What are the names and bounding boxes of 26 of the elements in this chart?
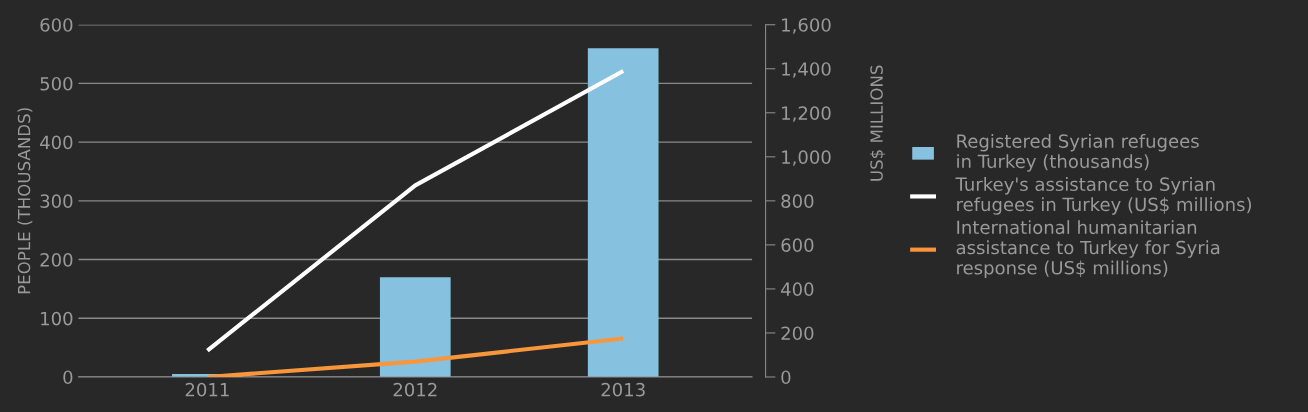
y-tick-label: 500 [40, 76, 73, 91]
y-axis-title: PEOPLE (THOUSANDS) [17, 108, 33, 294]
y-tick-label: 400 [40, 135, 73, 150]
y-tick-label: 600 [40, 18, 73, 32]
legend-label: International humanitarian assistance to Turkey for Syria response (US$ millions) [956, 220, 1220, 279]
y2-tick-label: 200 [781, 326, 814, 341]
y2-tick-label: 0 [781, 370, 791, 385]
bar [379, 277, 451, 377]
y-tick-label: 200 [40, 253, 73, 267]
x-tick-label: 2013 [601, 382, 645, 397]
y2-tick-label: 1,400 [782, 62, 831, 78]
legend-label: Turkey's assistance to Syrian refugees in Turkey (US$ millions) [955, 177, 1251, 215]
x-tick-label: 2011 [185, 382, 229, 397]
y2-tick-label: 1,200 [782, 106, 831, 122]
y-tick-label: 100 [41, 311, 73, 326]
y-tick-label: 300 [40, 194, 73, 208]
bar [587, 48, 659, 377]
y2-tick-label: 800 [781, 194, 814, 208]
legend-label: Registered Syrian refugees in Turkey (thousands) [957, 133, 1199, 172]
y2-tick-label: 1,600 [782, 18, 831, 34]
y2-tick-label: 600 [781, 238, 814, 252]
y2-tick-label: 1,000 [782, 150, 831, 166]
y2-axis-title: US$ MILLIONS [869, 65, 886, 181]
y-tick-label: 0 [63, 370, 73, 385]
y2-tick-label: 400 [781, 282, 814, 297]
x-tick-label: 2012 [393, 382, 437, 397]
